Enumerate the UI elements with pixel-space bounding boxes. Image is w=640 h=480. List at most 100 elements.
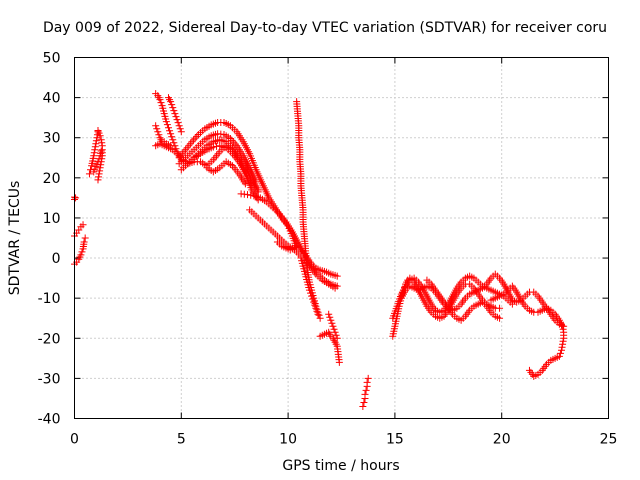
data-point [315, 311, 323, 319]
data-point [157, 99, 165, 107]
data-point [176, 125, 184, 133]
data-point [311, 301, 319, 309]
series-arc-29 [487, 282, 568, 380]
data-point [172, 113, 180, 121]
data-point [170, 107, 178, 115]
data-point [78, 248, 86, 256]
data-point [167, 98, 175, 106]
data-point [330, 325, 338, 333]
series-arc-23 [325, 310, 341, 342]
data-point [85, 170, 93, 178]
data-point [96, 164, 104, 172]
data-point [362, 386, 370, 394]
data-point [168, 133, 176, 141]
data-point [241, 180, 249, 188]
y-tick-label-2: -20 [38, 331, 61, 347]
y-tick-label-4: 0 [52, 251, 61, 267]
data-point [335, 358, 343, 366]
series-arc-28 [423, 276, 504, 324]
y-axis-label: SDTVAR / TECUs [7, 181, 23, 296]
grid [74, 57, 609, 419]
data-point [97, 158, 105, 166]
x-tick-label-4: 20 [493, 432, 511, 448]
data-point [98, 139, 106, 147]
series-arc-5 [90, 147, 105, 176]
data-point [154, 128, 162, 136]
data-point [96, 167, 104, 175]
data-point [97, 147, 105, 155]
data-point [193, 132, 201, 140]
data-point [309, 295, 317, 303]
data-point [95, 170, 103, 178]
data-point [316, 314, 324, 322]
data-point [231, 140, 239, 148]
series-arc-8 [164, 94, 185, 136]
data-point [327, 316, 335, 324]
data-point [77, 251, 85, 259]
data-point [188, 138, 196, 146]
data-point [94, 176, 102, 184]
y-tick-label-3: -10 [38, 291, 61, 307]
series-arc-22 [316, 328, 343, 366]
data-point [177, 128, 185, 136]
data-point [313, 307, 321, 315]
data-point [560, 334, 568, 342]
data-point [164, 124, 172, 132]
y-tick-label-8: 40 [43, 91, 61, 107]
series-arc-3 [71, 234, 89, 268]
series-arc-6 [94, 127, 106, 184]
data-point [308, 292, 316, 300]
y-tick-label-5: 10 [43, 211, 61, 227]
data-point [228, 136, 236, 144]
y-tick-label-1: -30 [38, 371, 61, 387]
data-point [559, 337, 567, 345]
x-axis: 0 5 10 15 20 25 [70, 57, 617, 448]
data-point [155, 131, 163, 139]
data-point [166, 127, 174, 135]
data-point [92, 140, 100, 148]
data-point [558, 343, 566, 351]
data-point [81, 234, 89, 242]
data-point [559, 340, 567, 348]
data-point [91, 143, 99, 151]
data-point [558, 346, 566, 354]
data-point [314, 310, 322, 318]
series-arc-17 [237, 190, 341, 290]
data-point [359, 402, 367, 410]
data-point [97, 136, 105, 144]
data-point [90, 152, 98, 160]
data-point [254, 186, 262, 194]
data-point [167, 130, 175, 138]
x-tick-label-2: 10 [279, 432, 297, 448]
data-point [556, 349, 564, 357]
data-point [360, 398, 368, 406]
data-point [191, 134, 199, 142]
data-point [496, 304, 504, 312]
data-point [525, 366, 533, 374]
data-point [80, 238, 88, 246]
data-point [230, 138, 238, 146]
data-point [305, 286, 313, 294]
x-tick-label-1: 5 [177, 432, 186, 448]
y-tick-label-6: 20 [43, 171, 61, 187]
data-point [325, 310, 333, 318]
data-point [312, 304, 320, 312]
data-point [98, 142, 106, 150]
data-point [156, 96, 164, 104]
series-arc-1 [71, 193, 80, 203]
data-point [559, 325, 567, 333]
chart-title: Day 009 of 2022, Sidereal Day-to-day VTE… [43, 20, 607, 36]
data-point [333, 334, 341, 342]
data-point [331, 328, 339, 336]
data-point [331, 284, 339, 292]
data-point [92, 137, 100, 145]
data-point [328, 319, 336, 327]
series-arc-24 [359, 374, 372, 410]
data-point [170, 139, 178, 147]
x-tick-label-3: 15 [386, 432, 404, 448]
series-arc-21 [297, 254, 322, 318]
data-point [364, 374, 372, 382]
data-point [332, 331, 340, 339]
data-point [169, 136, 177, 144]
